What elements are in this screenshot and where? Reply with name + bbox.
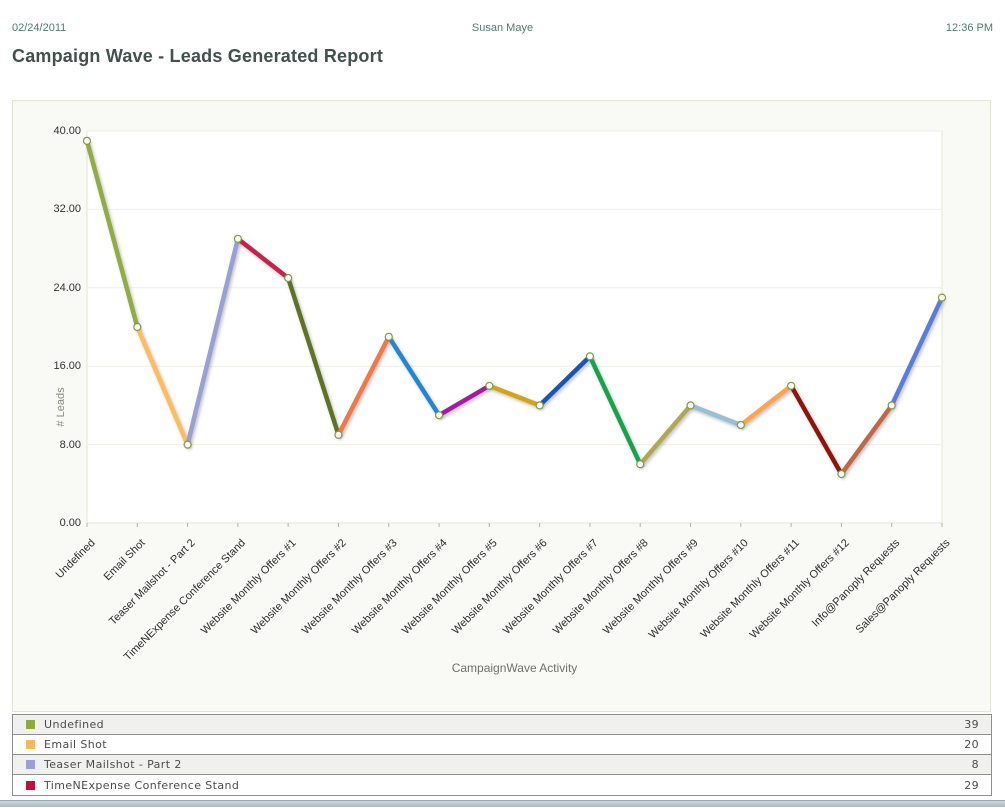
data-point[interactable] <box>636 460 645 469</box>
legend-label: TimeNExpense Conference Stand <box>44 778 240 792</box>
line-segment <box>738 383 794 428</box>
data-point[interactable] <box>434 411 444 420</box>
line-segment <box>839 403 894 477</box>
data-point[interactable] <box>937 293 947 302</box>
data-point[interactable] <box>787 381 796 390</box>
legend-label: Email Shot <box>44 738 108 751</box>
line-chart-panel: 0.00 8.00 16.00 24.00 32.00 40.00 Undefined Em… <box>12 100 991 712</box>
legend-swatch-icon <box>26 720 35 729</box>
report-time: 12:36 PM <box>945 22 993 34</box>
line-segment <box>235 236 291 281</box>
line-segment <box>537 354 593 408</box>
legend-row[interactable]: TimeNExpense Conference Stand 29 <box>13 775 991 795</box>
data-point[interactable] <box>585 352 595 361</box>
legend-row[interactable]: Email Shot 20 <box>13 735 991 755</box>
data-point[interactable] <box>837 469 846 479</box>
line-segment <box>487 383 542 408</box>
line-segment <box>386 334 442 418</box>
y-tick-label: 16.00 <box>53 360 81 373</box>
line-segment <box>889 295 945 408</box>
legend-row[interactable]: Teaser Mailshot - Part 2 8 <box>13 755 991 775</box>
line-segment <box>285 275 341 438</box>
data-point[interactable] <box>887 401 896 410</box>
data-point[interactable] <box>133 322 142 332</box>
line-segment <box>688 403 744 428</box>
legend-value: 39 <box>964 718 979 731</box>
legend-swatch-icon <box>26 780 35 790</box>
line-segment <box>185 236 241 447</box>
x-category-label: Sales@Panoply Requests <box>853 537 953 636</box>
legend-label: Undefined <box>44 718 105 731</box>
y-tick-label: 0.00 <box>59 517 81 529</box>
y-tick-label: 8.00 <box>59 438 81 451</box>
y-tick-label: 40.00 <box>53 125 81 137</box>
legend-table: Undefined 39 Email Shot 20 Teaser Mailshot -… <box>12 714 992 796</box>
data-point[interactable] <box>736 420 745 430</box>
line-segment <box>587 354 643 467</box>
legend-value: 20 <box>964 738 979 751</box>
data-point[interactable] <box>384 332 393 341</box>
report-date: 02/24/2011 <box>12 22 67 34</box>
bottom-scrollbar[interactable] <box>0 800 1005 807</box>
data-point[interactable] <box>686 401 695 410</box>
line-segment <box>788 383 844 477</box>
data-point[interactable] <box>82 136 92 145</box>
data-point[interactable] <box>485 381 494 390</box>
legend-value: 29 <box>964 778 979 792</box>
y-axis-title: # Leads <box>55 387 67 427</box>
report-user: Susan Maye <box>471 22 534 34</box>
data-point[interactable] <box>284 273 293 283</box>
legend-row[interactable]: Undefined 39 <box>13 715 991 735</box>
line-segment <box>436 383 492 418</box>
line-chart <box>82 130 947 527</box>
legend-label: Teaser Mailshot - Part 2 <box>44 758 182 771</box>
data-point[interactable] <box>334 430 343 439</box>
plot-area <box>86 130 943 524</box>
legend-swatch-icon <box>26 760 35 769</box>
x-axis-title: CampaignWave Activity <box>451 661 578 675</box>
line-segment <box>336 334 392 438</box>
legend-swatch-icon <box>26 740 35 749</box>
legend-value: 8 <box>971 758 979 771</box>
data-point[interactable] <box>183 440 192 449</box>
data-point[interactable] <box>233 234 242 243</box>
line-segment <box>637 403 693 467</box>
line-segment <box>135 324 190 447</box>
data-point[interactable] <box>535 401 544 410</box>
page-title: Campaign Wave - Leads Generated Report <box>12 46 384 66</box>
y-tick-label: 32.00 <box>53 203 81 216</box>
line-segment <box>84 138 140 330</box>
y-tick-label: 24.00 <box>53 281 81 294</box>
